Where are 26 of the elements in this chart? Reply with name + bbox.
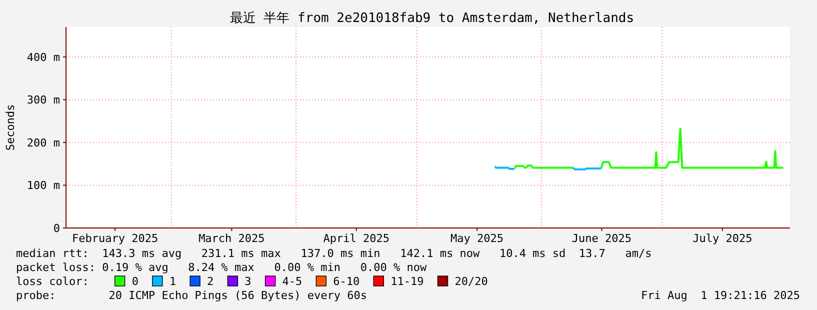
legend-label: 6-10 (333, 275, 360, 288)
text: median rtt: 143.3 ms avg 231.1 ms max 137.0 ms min 142.1 ms now 10.4 ms sd 13.7 am/s (16, 247, 652, 260)
x-tick-label: May 2025 (450, 232, 504, 245)
legend-label: 0 (132, 275, 138, 288)
y-tick-label: 100 m (26, 179, 60, 192)
x-tick-label: February 2025 (72, 232, 158, 245)
y-axis-title: Seconds (4, 104, 17, 151)
text: Fri Aug 1 19:21:16 2025 (641, 289, 800, 302)
y-tick-label: 300 m (26, 94, 60, 107)
legend-label: 2 (207, 275, 214, 288)
y-tick-label: 200 m (26, 136, 60, 150)
text: packet loss: 0.19 % avg 8.24 % max 0.00 % min 0.00 % now (16, 261, 427, 274)
legend-label: 20/20 (454, 275, 488, 288)
y-tick-label: 400 m (26, 50, 60, 64)
text: probe: 20 ICMP Echo Pings (56 Bytes) every 60s (16, 289, 367, 302)
legend-label: 11-19 (390, 275, 424, 288)
x-tick-label: July 2025 (692, 232, 752, 245)
legend-label: 4-5 (282, 275, 302, 288)
legend-title: loss color: (16, 275, 89, 288)
legend-label: 3 (244, 275, 252, 288)
chart-title: 最近 半年 from 2e201018fab9 to Amsterdam, Netherlands (230, 11, 634, 26)
y-tick-label: 0 (53, 222, 60, 235)
x-tick-label: June 2025 (572, 232, 632, 245)
legend-label: 1 (169, 275, 176, 288)
x-tick-label: March 2025 (198, 232, 265, 245)
x-tick-label: April 2025 (323, 232, 390, 245)
